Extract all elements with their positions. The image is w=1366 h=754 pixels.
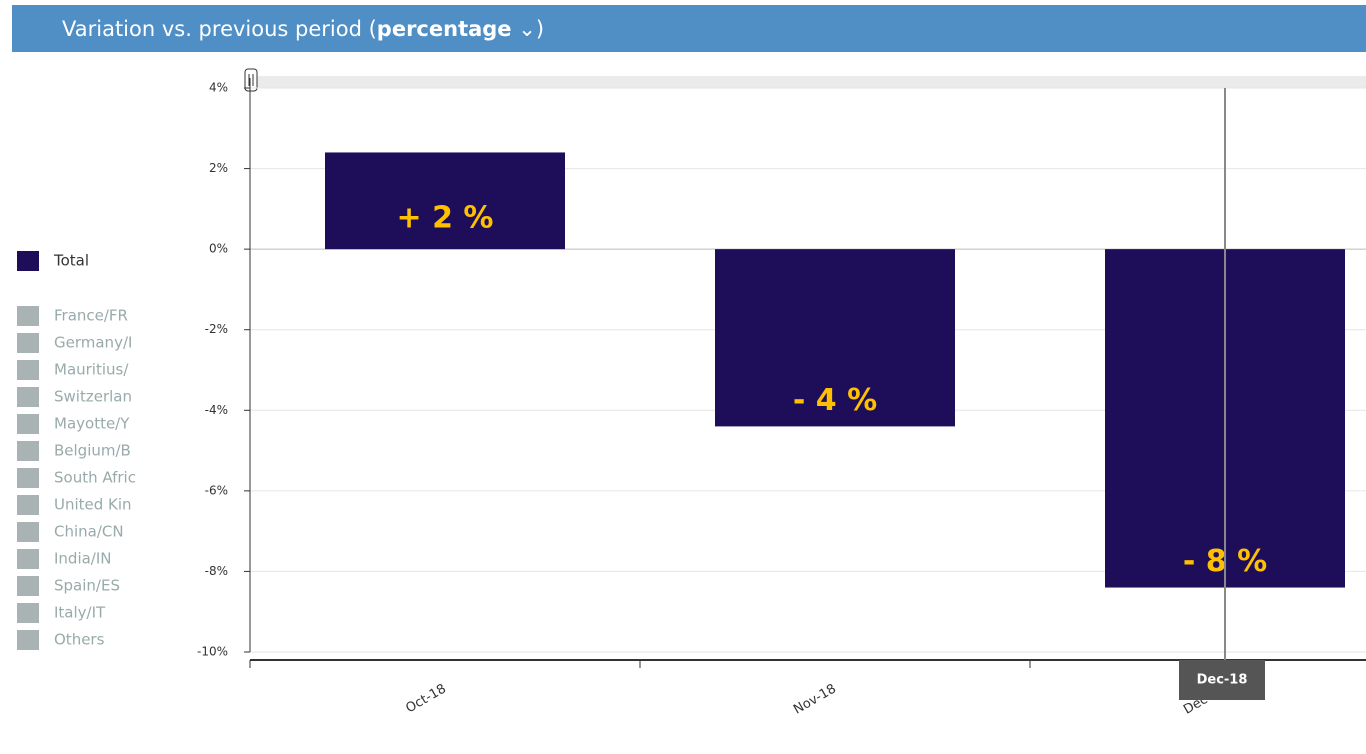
legend-label[interactable]: Germany/I — [54, 334, 132, 352]
legend-swatch[interactable] — [17, 468, 39, 488]
chevron: ⌄ — [512, 17, 536, 41]
legend-swatch[interactable] — [17, 576, 39, 596]
mode-select[interactable]: percentage — [377, 17, 512, 41]
legend-swatch[interactable] — [17, 495, 39, 515]
legend-label[interactable]: Spain/ES — [54, 577, 120, 595]
legend-label[interactable]: India/IN — [54, 550, 112, 568]
legend-label[interactable]: South Afric — [54, 469, 136, 487]
x-tick-label: Oct-18 — [403, 682, 448, 717]
header-bar — [12, 5, 1366, 52]
legend-label[interactable]: Mauritius/ — [54, 361, 129, 379]
legend-swatch[interactable] — [17, 549, 39, 569]
legend-label[interactable]: France/FR — [54, 307, 128, 325]
legend-label[interactable]: Total — [53, 252, 89, 270]
legend-swatch[interactable] — [17, 360, 39, 380]
legend-swatch[interactable] — [17, 414, 39, 434]
legend-label[interactable]: Others — [54, 631, 105, 649]
legend-label[interactable]: Italy/IT — [54, 604, 106, 622]
bar — [325, 152, 565, 250]
legend-swatch[interactable] — [17, 630, 39, 650]
y-tick-label: -6% — [205, 483, 228, 497]
header-title: Variation vs. previous period (percentag… — [62, 17, 544, 41]
tooltip-box — [1179, 660, 1265, 700]
y-tick-label: -2% — [205, 322, 228, 336]
navigator-strip — [250, 76, 1366, 88]
legend-swatch[interactable] — [17, 522, 39, 542]
y-tick-label: 2% — [209, 161, 228, 175]
legend-label[interactable]: Switzerlan — [54, 388, 132, 406]
header-text: Variation vs. previous period ( — [62, 17, 377, 41]
y-tick-label: 0% — [209, 242, 228, 256]
y-tick-label: -8% — [205, 564, 228, 578]
tooltip-text: Dec-18 — [1197, 673, 1248, 688]
value-label: + 2 % — [397, 201, 494, 236]
legend-swatch[interactable] — [17, 251, 39, 271]
legend-swatch[interactable] — [17, 603, 39, 623]
x-tick-label: Nov-18 — [791, 682, 839, 718]
y-tick-label: -10% — [197, 645, 228, 659]
range-handle[interactable] — [244, 68, 258, 92]
y-tick-label: 4% — [209, 81, 228, 95]
legend-label[interactable]: Belgium/B — [54, 442, 131, 460]
legend-swatch[interactable] — [17, 333, 39, 353]
legend-swatch[interactable] — [17, 306, 39, 326]
y-tick-label: -4% — [205, 403, 228, 417]
legend-label[interactable]: Mayotte/Y — [54, 415, 130, 433]
value-label: - 4 % — [793, 383, 877, 418]
header-text: ) — [536, 17, 544, 41]
legend-label[interactable]: China/CN — [54, 523, 124, 541]
legend-swatch[interactable] — [17, 441, 39, 461]
legend-label[interactable]: United Kin — [54, 496, 132, 514]
bar — [715, 249, 955, 427]
legend-swatch[interactable] — [17, 387, 39, 407]
